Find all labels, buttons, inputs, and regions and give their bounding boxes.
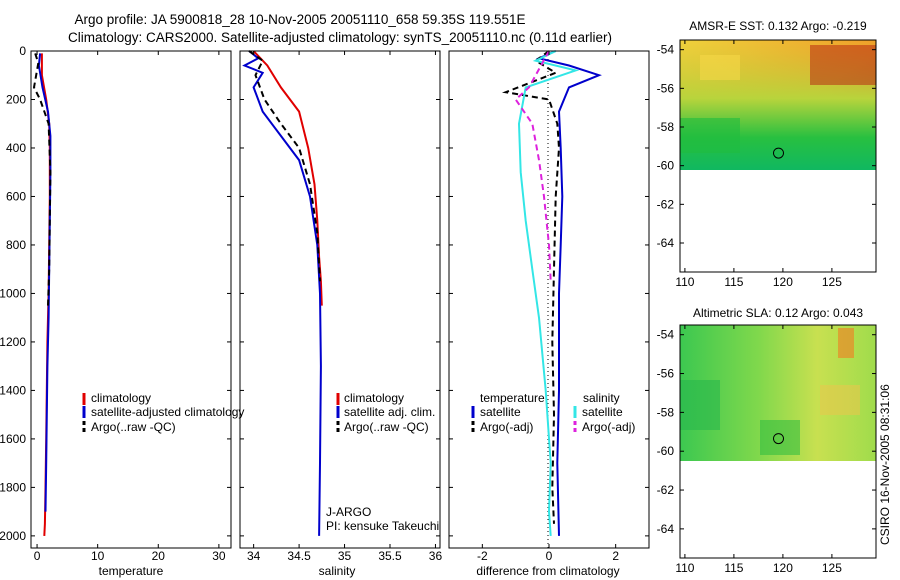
x-tick-label: 110: [675, 561, 694, 575]
figure-title-line2: Climatology: CARS2000. Satellite-adjuste…: [68, 30, 612, 45]
salinity-axes-frame: [239, 50, 441, 549]
argo-location-marker: [773, 147, 784, 159]
legend-label-temp-satellite: satellite: [480, 405, 521, 419]
x-tick-label: 120: [773, 275, 793, 289]
x-tick-label: 2: [612, 549, 619, 563]
x-tick-label: 35.5: [378, 549, 402, 563]
y-tick-label: 1800: [0, 480, 26, 494]
y-tick-label: 400: [6, 141, 26, 155]
y-tick-label: -54: [657, 328, 675, 342]
salinity-panel: 34 34.5 35 35.5 36 salinity climatology sate…: [239, 50, 443, 578]
salinity-annotation-pi: PI: kensuke Takeuchi: [326, 519, 439, 533]
sla-patch: [820, 385, 860, 415]
y-tick-label: -60: [657, 444, 675, 458]
temperature-axes-frame: [30, 50, 232, 549]
y-tick-label: -58: [657, 120, 675, 134]
legend-label-temp-argo: Argo(-adj): [480, 420, 533, 434]
sla-map: Altimetric SLA: 0.12 Argo: 0.043 110 115 1…: [657, 306, 877, 575]
x-tick-label: 10: [91, 549, 105, 563]
difference-series-salinity-satellite: [517, 50, 580, 536]
x-tick-label: 35: [338, 549, 352, 563]
legend-label-satellite-adj: satellite adj. clim.: [344, 405, 435, 419]
y-tick-label: -64: [657, 236, 675, 250]
difference-panel: -2 0 2 difference from climatology tempera…: [448, 50, 650, 578]
sst-patch: [700, 55, 740, 80]
difference-xlabel: difference from climatology: [476, 564, 619, 578]
x-tick-label: 36: [429, 549, 443, 563]
y-tick-label: -56: [657, 81, 675, 95]
temperature-legend: climatology satellite-adjusted climatolo…: [82, 391, 244, 434]
x-tick-label: 0: [546, 549, 553, 563]
legend-label-sal-argo: Argo(-adj): [582, 420, 635, 434]
difference-series-temperature-satellite: [535, 50, 602, 536]
footer-stamp: CSIRO 16-Nov-2005 08:31:06: [878, 384, 892, 545]
sst-map-title: AMSR-E SST: 0.132 Argo: -0.219: [689, 19, 867, 33]
x-tick-label: 125: [822, 275, 842, 289]
salinity-xlabel: salinity: [319, 564, 356, 578]
sla-patch: [838, 328, 854, 358]
legend-header-salinity: salinity: [583, 391, 620, 405]
sst-map: AMSR-E SST: 0.132 Argo: -0.219 110 115 120…: [657, 19, 877, 289]
legend-label-argo: Argo(..raw -QC): [91, 420, 176, 434]
y-tick-label: 0: [19, 44, 26, 58]
legend-header-temperature: temperature: [480, 391, 545, 405]
y-tick-label: -56: [657, 367, 675, 381]
y-tick-label: 200: [6, 92, 26, 106]
salinity-annotation-program: J-ARGO: [326, 505, 371, 519]
salinity-series-argo-raw-qc-: [248, 50, 321, 282]
y-tick-label: -62: [657, 197, 675, 211]
y-tick-label: 1200: [0, 335, 26, 349]
x-tick-label: 125: [822, 561, 842, 575]
argo-location-marker: [773, 433, 784, 445]
difference-series-temperature-argo-adj-: [501, 50, 561, 524]
x-tick-label: 30: [212, 549, 226, 563]
y-tick-label: -54: [657, 43, 675, 57]
sst-patch: [680, 118, 740, 153]
salinity-series-climatology: [252, 50, 323, 306]
temperature-panel: 0 10 20 30 0 200 400 600 800 1000 1200 1400 1600 1800…: [0, 44, 244, 578]
y-tick-label: -64: [657, 522, 675, 536]
difference-legend: temperature salinity satellite Argo(-adj…: [471, 391, 635, 434]
sla-patch: [680, 380, 720, 430]
sla-map-title: Altimetric SLA: 0.12 Argo: 0.043: [693, 306, 863, 320]
difference-series-salinity-argo-adj-: [514, 50, 552, 282]
figure-title-line1: Argo profile: JA 5900818_28 10-Nov-2005 …: [74, 12, 525, 27]
sla-axes-frame: [679, 324, 877, 559]
legend-label-climatology: climatology: [91, 391, 151, 405]
temperature-series-argo-raw-qc-: [32, 53, 52, 306]
y-tick-label: 1000: [0, 286, 26, 300]
sst-patch: [810, 45, 876, 85]
y-tick-label: -58: [657, 405, 675, 419]
x-tick-label: 34: [247, 549, 261, 563]
x-tick-label: 0: [34, 549, 41, 563]
sst-axes-frame: [679, 39, 877, 273]
y-tick-label: 800: [6, 238, 26, 252]
y-tick-label: 1400: [0, 383, 26, 397]
y-tick-label: 600: [6, 189, 26, 203]
salinity-legend: climatology satellite adj. clim. Argo(..…: [336, 391, 435, 434]
legend-label-climatology: climatology: [344, 391, 404, 405]
legend-label-argo: Argo(..raw -QC): [344, 420, 429, 434]
y-tick-label: -60: [657, 159, 675, 173]
temperature-xlabel: temperature: [99, 564, 164, 578]
x-tick-label: 20: [152, 549, 166, 563]
legend-label-sal-satellite: satellite: [582, 405, 623, 419]
salinity-series-satellite-adj-clim-: [242, 50, 322, 536]
sla-patch: [760, 420, 800, 455]
difference-axes-frame: [448, 50, 650, 549]
x-tick-label: -2: [477, 549, 488, 563]
x-tick-label: 115: [724, 561, 743, 575]
y-tick-label: -62: [657, 483, 675, 497]
legend-label-satellite-adjusted: satellite-adjusted climatology: [91, 405, 244, 419]
x-tick-label: 115: [724, 275, 743, 289]
x-tick-label: 120: [773, 561, 793, 575]
y-tick-label: 2000: [0, 529, 26, 543]
x-tick-label: 34.5: [287, 549, 311, 563]
y-tick-label: 1600: [0, 432, 26, 446]
x-tick-label: 110: [675, 275, 694, 289]
